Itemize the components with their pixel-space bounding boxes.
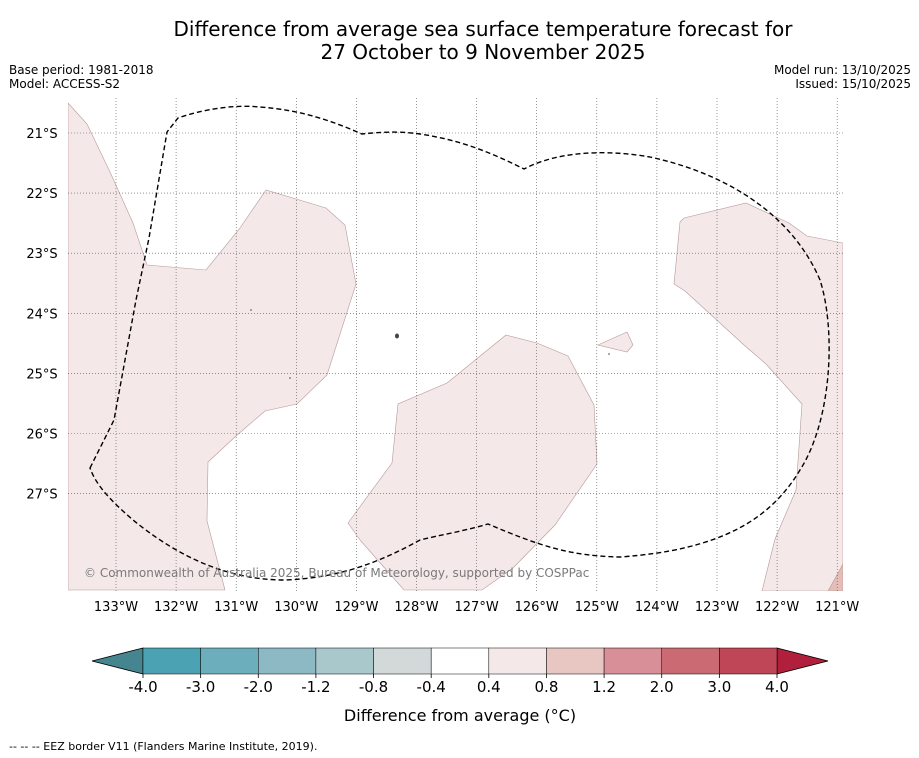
colorbar-tick-label: 3.0: [707, 678, 731, 696]
island: [289, 377, 291, 379]
latitude-label: 23°S: [26, 247, 57, 262]
longitude-label: 122°W: [755, 600, 799, 615]
colorbar-over-arrow: [776, 647, 829, 675]
colorbar-segment: [430, 647, 490, 675]
colorbar-segment: [719, 647, 778, 675]
island: [608, 353, 610, 355]
colorbar-segment: [373, 647, 432, 675]
colorbar-tick-label: -0.4: [417, 678, 446, 696]
colorbar-segment: [258, 647, 317, 675]
eez-border: [89, 105, 830, 581]
longitude-label: 121°W: [815, 600, 859, 615]
anomaly-region-east: [673, 202, 843, 591]
colorbar: -4.0 -3.0 -2.0 -1.2 -0.8 -0.4 0.4 0.8 1.2 2.0 3.0 4…: [91, 647, 829, 696]
longitude-label: 125°W: [575, 600, 619, 615]
colorbar-under-arrow: [91, 647, 144, 675]
map-title-line-2: 27 October to 9 November 2025: [320, 40, 646, 64]
map-title: Difference from average sea surface temp…: [0, 18, 919, 64]
meta-left: Base period: 1981-2018 Model: ACCESS-S2: [9, 63, 154, 91]
longitude-label: 128°W: [394, 600, 438, 615]
anomaly-region-west: [68, 102, 357, 591]
colorbar-segment: [661, 647, 720, 675]
copyright-notice: © Commonwealth of Australia 2025, Bureau…: [84, 566, 589, 580]
base-period: Base period: 1981-2018: [9, 63, 154, 77]
high-anomaly-corner: [827, 563, 843, 591]
island: [395, 333, 399, 339]
map-title-line-1: Difference from average sea surface temp…: [173, 17, 793, 41]
latitude-labels: 21°S 22°S 23°S 24°S 25°S 26°S 27°S: [26, 127, 57, 503]
colorbar-tick-label: -0.8: [359, 678, 388, 696]
colorbar-segment: [200, 647, 259, 675]
latitude-label: 22°S: [26, 187, 57, 202]
latitude-label: 24°S: [26, 307, 57, 322]
gridlines: [68, 98, 843, 591]
longitude-label: 132°W: [154, 600, 198, 615]
anomaly-regions: [68, 102, 843, 591]
colorbar-tick-label: -1.2: [301, 678, 330, 696]
latitude-label: 25°S: [26, 367, 57, 382]
longitude-labels: 133°W 132°W 131°W 130°W 129°W 128°W 127°W 126°W…: [94, 600, 860, 615]
longitude-label: 124°W: [635, 600, 679, 615]
colorbar-tick-label: 1.2: [592, 678, 616, 696]
colorbar-tick-label: 0.4: [477, 678, 501, 696]
anomaly-patch-small: [597, 331, 634, 353]
meta-right: Model run: 13/10/2025 Issued: 15/10/2025: [774, 63, 911, 91]
longitude-label: 123°W: [695, 600, 739, 615]
island: [250, 309, 252, 311]
colorbar-tick-label: 2.0: [650, 678, 674, 696]
colorbar-label: Difference from average (°C): [344, 706, 576, 725]
longitude-label: 131°W: [214, 600, 258, 615]
longitude-label: 130°W: [274, 600, 318, 615]
issued-date: Issued: 15/10/2025: [795, 77, 911, 91]
latitude-label: 27°S: [26, 488, 57, 503]
colorbar-segment: [546, 647, 605, 675]
colorbar-segment: [603, 647, 662, 675]
latitude-label: 26°S: [26, 428, 57, 443]
longitude-label: 127°W: [455, 600, 499, 615]
colorbar-tick-label: 0.8: [535, 678, 559, 696]
model-run: Model run: 13/10/2025: [773, 63, 911, 77]
colorbar-segment: [142, 647, 201, 675]
colorbar-segment: [315, 647, 374, 675]
model-name: Model: ACCESS-S2: [9, 77, 121, 91]
longitude-label: 133°W: [94, 600, 138, 615]
colorbar-tick-label: -3.0: [186, 678, 215, 696]
longitude-label: 129°W: [334, 600, 378, 615]
anomaly-region-central: [347, 334, 598, 591]
colorbar-tick-label: -2.0: [244, 678, 273, 696]
small-islands: [250, 309, 610, 379]
colorbar-tick-label: -4.0: [128, 678, 157, 696]
colorbar-tick-label: 4.0: [765, 678, 789, 696]
latitude-label: 21°S: [26, 127, 57, 142]
eez-legend-note: -- -- -- EEZ border V11 (Flanders Marine…: [9, 740, 318, 753]
colorbar-segment: [488, 647, 547, 675]
longitude-label: 126°W: [515, 600, 559, 615]
